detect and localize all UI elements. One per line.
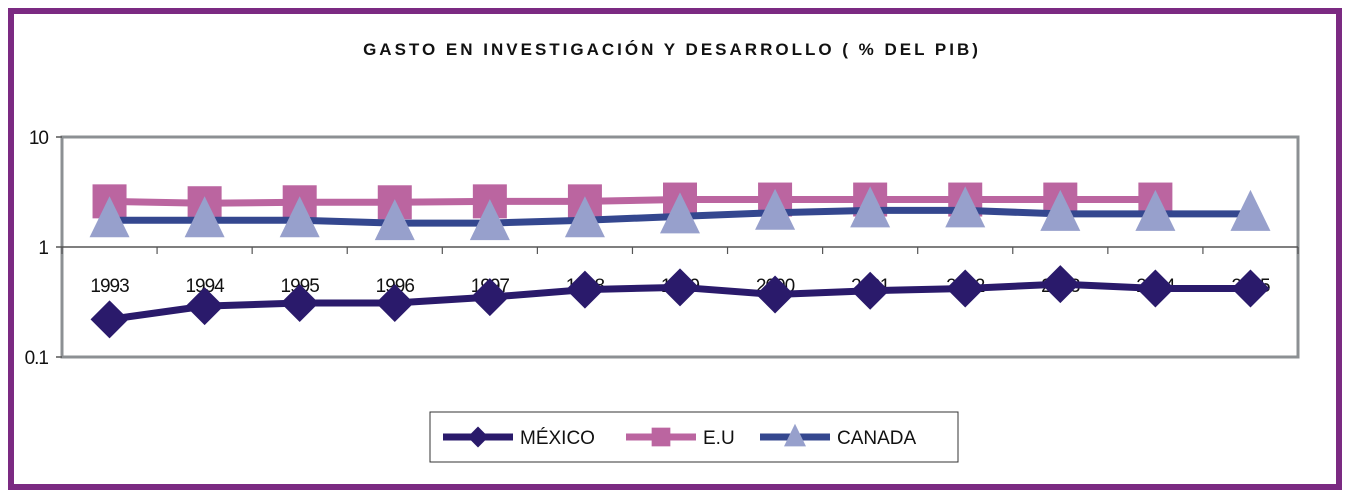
legend-label: MÉXICO bbox=[520, 428, 595, 449]
legend-item: CANADA bbox=[760, 423, 917, 449]
legend-item: E.U bbox=[626, 427, 735, 449]
data-point bbox=[1231, 269, 1270, 308]
data-point bbox=[1230, 189, 1271, 231]
y-tick-label: 10 bbox=[29, 128, 49, 149]
legend-marker bbox=[651, 427, 671, 447]
data-point bbox=[280, 283, 319, 322]
series-line bbox=[109, 196, 1156, 207]
data-point bbox=[90, 300, 129, 339]
data-point bbox=[850, 186, 891, 228]
legend-marker bbox=[784, 423, 806, 447]
data-point bbox=[185, 287, 224, 326]
data-point bbox=[1040, 189, 1081, 231]
data-point bbox=[661, 268, 699, 307]
data-point bbox=[565, 270, 604, 309]
x-tick-label: 1993 bbox=[90, 276, 129, 297]
legend-label: E.U bbox=[703, 428, 735, 449]
series-mxico bbox=[90, 265, 1270, 339]
x-tick-label: 1994 bbox=[185, 276, 225, 297]
data-point bbox=[756, 275, 795, 314]
data-point bbox=[1041, 265, 1080, 304]
legend-marker bbox=[467, 426, 489, 448]
legend-label: CANADA bbox=[837, 428, 917, 449]
data-point bbox=[374, 199, 415, 241]
legend-item: MÉXICO bbox=[443, 426, 595, 449]
data-point bbox=[469, 199, 510, 241]
data-point bbox=[755, 188, 796, 230]
data-point bbox=[89, 196, 130, 238]
y-tick-label: 1 bbox=[38, 238, 48, 259]
data-point bbox=[1135, 189, 1176, 231]
data-point bbox=[660, 192, 700, 234]
chart-title: GASTO EN INVESTIGACIÓN Y DESARROLLO ( % … bbox=[363, 40, 981, 59]
data-point bbox=[851, 271, 890, 310]
data-point bbox=[375, 283, 414, 322]
data-point bbox=[1136, 269, 1175, 308]
data-point bbox=[946, 269, 985, 308]
y-tick-label: 0.1 bbox=[25, 348, 49, 369]
data-point bbox=[945, 186, 986, 228]
series-canada bbox=[89, 186, 1271, 241]
data-point bbox=[564, 196, 605, 238]
data-point bbox=[279, 196, 320, 238]
data-point bbox=[184, 196, 225, 238]
data-point bbox=[470, 278, 509, 317]
